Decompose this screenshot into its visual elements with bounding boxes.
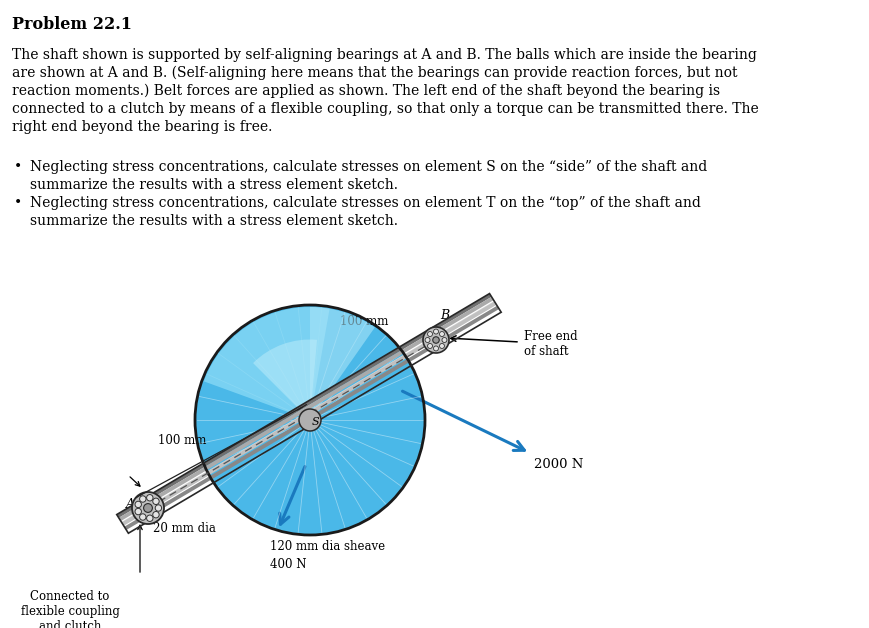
Ellipse shape bbox=[427, 332, 432, 337]
Ellipse shape bbox=[441, 337, 447, 342]
Text: are shown at A and B. (Self-aligning here means that the bearings can provide re: are shown at A and B. (Self-aligning her… bbox=[12, 66, 737, 80]
Ellipse shape bbox=[299, 409, 321, 431]
Text: B: B bbox=[440, 309, 448, 322]
Ellipse shape bbox=[143, 504, 152, 512]
Text: reaction moments.) Belt forces are applied as shown. The left end of the shaft b: reaction moments.) Belt forces are appli… bbox=[12, 84, 720, 99]
Polygon shape bbox=[116, 293, 491, 518]
Text: 100 mm: 100 mm bbox=[340, 315, 388, 328]
Ellipse shape bbox=[155, 505, 162, 511]
Wedge shape bbox=[309, 307, 375, 420]
Text: A: A bbox=[126, 497, 135, 511]
Ellipse shape bbox=[425, 337, 429, 342]
Wedge shape bbox=[253, 340, 316, 420]
Ellipse shape bbox=[432, 337, 439, 344]
Ellipse shape bbox=[147, 515, 153, 521]
Ellipse shape bbox=[153, 511, 159, 518]
Text: •: • bbox=[14, 160, 23, 174]
Ellipse shape bbox=[427, 344, 432, 349]
Text: 100 mm: 100 mm bbox=[158, 433, 206, 447]
Text: summarize the results with a stress element sketch.: summarize the results with a stress elem… bbox=[30, 214, 397, 228]
Text: Connected to
flexible coupling
and clutch: Connected to flexible coupling and clutc… bbox=[21, 590, 119, 628]
Ellipse shape bbox=[147, 495, 153, 501]
Text: The shaft shown is supported by self-aligning bearings at A and B. The balls whi: The shaft shown is supported by self-ali… bbox=[12, 48, 756, 62]
Text: connected to a clutch by means of a flexible coupling, so that only a torque can: connected to a clutch by means of a flex… bbox=[12, 102, 758, 116]
Ellipse shape bbox=[139, 495, 146, 502]
Text: S: S bbox=[312, 417, 319, 427]
Ellipse shape bbox=[439, 344, 444, 349]
Ellipse shape bbox=[135, 501, 142, 507]
Wedge shape bbox=[203, 307, 329, 420]
Polygon shape bbox=[122, 301, 496, 526]
Polygon shape bbox=[119, 297, 493, 521]
Polygon shape bbox=[122, 301, 495, 525]
Text: summarize the results with a stress element sketch.: summarize the results with a stress elem… bbox=[30, 178, 397, 192]
Ellipse shape bbox=[422, 327, 448, 353]
Ellipse shape bbox=[135, 508, 142, 515]
Ellipse shape bbox=[139, 514, 146, 520]
Text: Neglecting stress concentrations, calculate stresses on element T on the “top” o: Neglecting stress concentrations, calcul… bbox=[30, 196, 700, 210]
Ellipse shape bbox=[433, 329, 438, 334]
Text: •: • bbox=[14, 196, 23, 210]
Text: Neglecting stress concentrations, calculate stresses on element S on the “side” : Neglecting stress concentrations, calcul… bbox=[30, 160, 706, 174]
Text: 120 mm dia sheave: 120 mm dia sheave bbox=[269, 540, 385, 553]
Text: Free end
of shaft: Free end of shaft bbox=[523, 330, 577, 358]
Ellipse shape bbox=[433, 346, 438, 351]
Text: right end beyond the bearing is free.: right end beyond the bearing is free. bbox=[12, 120, 272, 134]
Text: Problem 22.1: Problem 22.1 bbox=[12, 16, 132, 33]
Text: 2000 N: 2000 N bbox=[534, 458, 583, 471]
Ellipse shape bbox=[439, 332, 444, 337]
Ellipse shape bbox=[153, 498, 159, 504]
Polygon shape bbox=[124, 306, 499, 530]
Text: 20 mm dia: 20 mm dia bbox=[153, 522, 216, 535]
Ellipse shape bbox=[132, 492, 164, 524]
Text: 400 N: 400 N bbox=[269, 558, 306, 571]
Ellipse shape bbox=[195, 305, 425, 535]
